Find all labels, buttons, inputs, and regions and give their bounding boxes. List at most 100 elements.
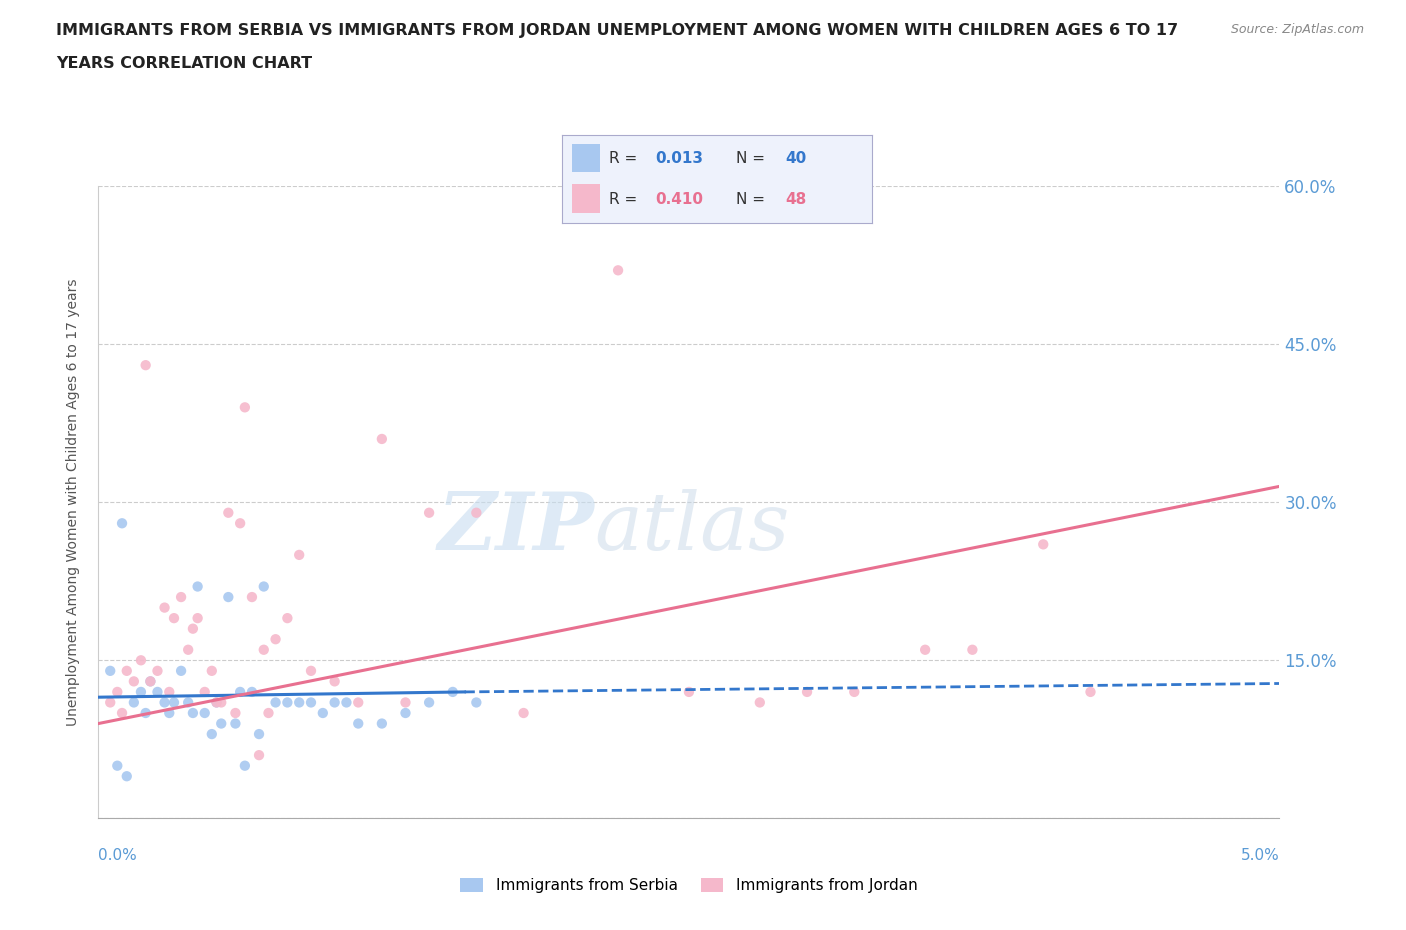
Point <box>312 706 335 721</box>
Text: N =: N = <box>735 192 769 206</box>
Point <box>394 706 416 721</box>
Legend: Immigrants from Serbia, Immigrants from Jordan: Immigrants from Serbia, Immigrants from … <box>454 872 924 899</box>
Point <box>201 663 224 678</box>
Text: 40: 40 <box>785 152 807 166</box>
Point <box>98 695 121 710</box>
Point <box>264 695 287 710</box>
Point <box>441 684 464 699</box>
Bar <box>572 184 599 213</box>
Point <box>288 695 311 710</box>
Point <box>371 716 394 731</box>
Point <box>209 716 232 731</box>
Point <box>111 516 134 531</box>
Point <box>288 548 311 563</box>
Point <box>1032 537 1054 551</box>
Point <box>607 263 630 278</box>
Point <box>217 505 239 520</box>
Y-axis label: Unemployment Among Women with Children Ages 6 to 17 years: Unemployment Among Women with Children A… <box>66 278 80 726</box>
Point <box>139 674 162 689</box>
Point <box>217 590 239 604</box>
Point <box>163 611 186 626</box>
Text: atlas: atlas <box>595 489 790 566</box>
Point <box>98 663 121 678</box>
Point <box>323 674 346 689</box>
Text: 48: 48 <box>785 192 807 206</box>
Point <box>111 706 134 721</box>
Point <box>224 716 246 731</box>
Point <box>347 695 370 710</box>
Point <box>914 643 936 658</box>
Point <box>257 706 280 721</box>
Text: YEARS CORRELATION CHART: YEARS CORRELATION CHART <box>56 56 312 71</box>
Point <box>135 358 157 373</box>
Point <box>512 706 534 721</box>
Point <box>187 611 209 626</box>
Point <box>205 695 228 710</box>
Point <box>335 695 357 710</box>
Bar <box>572 143 599 172</box>
Point <box>418 505 440 520</box>
Point <box>139 674 162 689</box>
Point <box>371 432 394 446</box>
Point <box>233 758 256 773</box>
Point <box>229 684 252 699</box>
Point <box>157 706 180 721</box>
Point <box>209 695 232 710</box>
Point <box>177 695 200 710</box>
Point <box>170 590 193 604</box>
Point <box>181 621 204 636</box>
Text: ZIP: ZIP <box>437 489 595 566</box>
Point <box>224 706 246 721</box>
Point <box>115 769 138 784</box>
Point <box>394 695 416 710</box>
Point <box>201 726 224 741</box>
Point <box>233 400 256 415</box>
Point <box>163 695 186 710</box>
Text: Source: ZipAtlas.com: Source: ZipAtlas.com <box>1230 23 1364 36</box>
Point <box>347 716 370 731</box>
Point <box>177 643 200 658</box>
Point <box>135 706 157 721</box>
Point <box>796 684 818 699</box>
Point <box>299 663 322 678</box>
Point <box>146 663 169 678</box>
Point <box>129 653 152 668</box>
Point <box>418 695 440 710</box>
Point <box>181 706 204 721</box>
Text: 0.0%: 0.0% <box>98 848 138 863</box>
Point <box>122 695 145 710</box>
Point <box>276 611 298 626</box>
Point <box>299 695 322 710</box>
Text: N =: N = <box>735 152 769 166</box>
Point <box>129 684 152 699</box>
Point <box>465 695 488 710</box>
Point <box>157 684 180 699</box>
Point <box>122 674 145 689</box>
Point <box>253 579 276 594</box>
Point <box>205 695 228 710</box>
Point <box>748 695 770 710</box>
Point <box>194 684 217 699</box>
Point <box>229 516 252 531</box>
Point <box>115 663 138 678</box>
Point <box>194 706 217 721</box>
Point <box>153 695 176 710</box>
Text: R =: R = <box>609 192 643 206</box>
Point <box>323 695 346 710</box>
Point <box>247 748 270 763</box>
Text: IMMIGRANTS FROM SERBIA VS IMMIGRANTS FROM JORDAN UNEMPLOYMENT AMONG WOMEN WITH C: IMMIGRANTS FROM SERBIA VS IMMIGRANTS FRO… <box>56 23 1178 38</box>
Point <box>170 663 193 678</box>
Point <box>105 684 128 699</box>
Point <box>1080 684 1102 699</box>
Point <box>465 505 488 520</box>
Point <box>844 684 866 699</box>
Point <box>253 643 276 658</box>
Point <box>105 758 128 773</box>
Point <box>187 579 209 594</box>
Point <box>247 726 270 741</box>
Point <box>264 631 287 646</box>
Point <box>146 684 169 699</box>
Text: R =: R = <box>609 152 643 166</box>
Point <box>240 684 263 699</box>
Point <box>962 643 984 658</box>
